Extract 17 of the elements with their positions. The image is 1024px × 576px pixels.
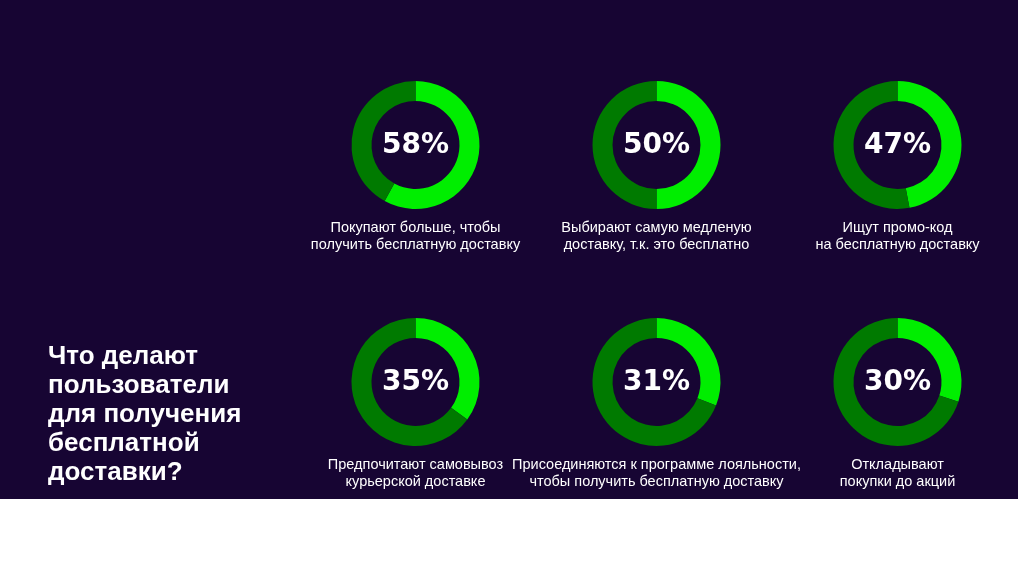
text: Предпочитают самовывоз курьерской доставке bbox=[327, 456, 504, 489]
text: Откладывают покупки до акций bbox=[839, 456, 956, 489]
text: Покупают больше, чтобы получить бесплатную доставку bbox=[310, 219, 521, 252]
donut-slice bbox=[592, 318, 717, 446]
data-label: 30% bbox=[863, 364, 932, 397]
text: Ищут промо-код на бесплатную доставку bbox=[815, 219, 981, 252]
donut-slice bbox=[384, 81, 480, 209]
donut-slice bbox=[833, 318, 959, 446]
data-label: 47% bbox=[863, 127, 932, 160]
text: Присоединяются к программе лояльности, чтобы получить бесплатную доставку bbox=[512, 456, 801, 489]
donut-slice bbox=[351, 318, 468, 446]
data-label: 35% bbox=[381, 364, 450, 397]
data-label: 50% bbox=[622, 127, 691, 160]
data-label: 31% bbox=[622, 364, 691, 397]
text: Выбирают самую медленую доставку, т.к. это бесплатно bbox=[561, 219, 752, 252]
data-label: 58% bbox=[381, 127, 450, 160]
text: Что делают пользователи для получения бесплатной доставки? bbox=[48, 340, 242, 486]
